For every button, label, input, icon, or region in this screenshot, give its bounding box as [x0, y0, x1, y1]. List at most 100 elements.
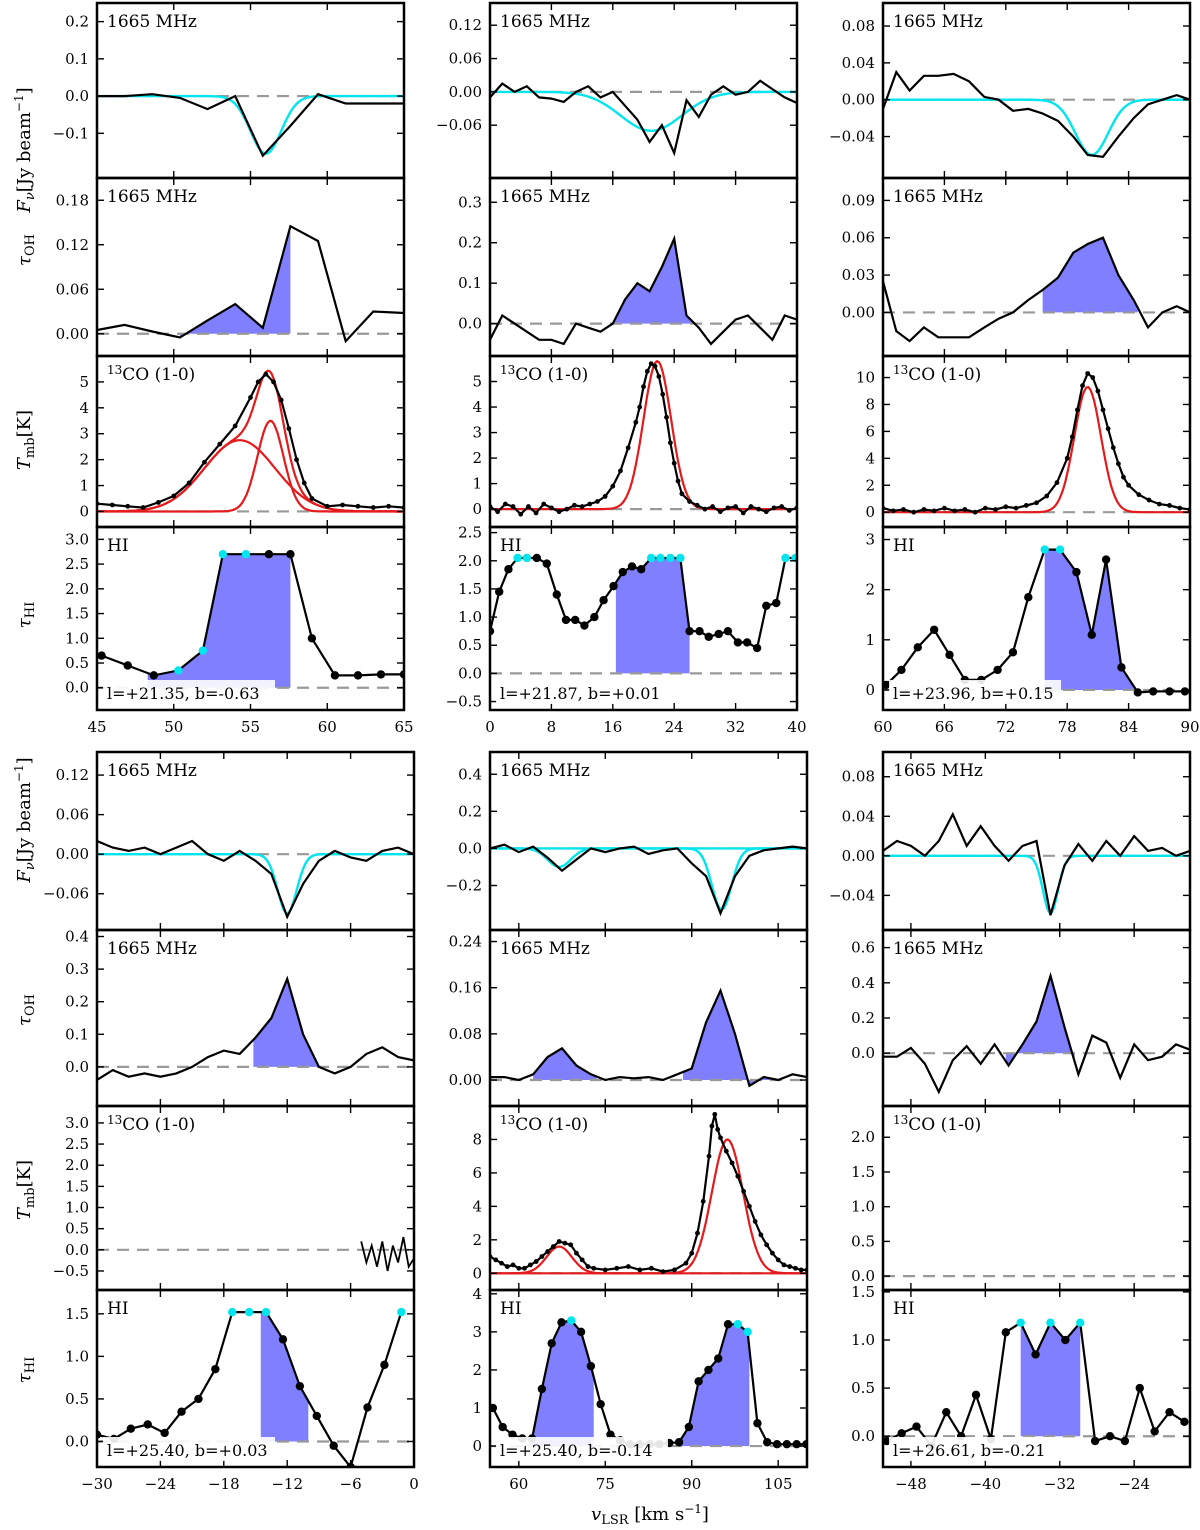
data-point — [700, 1198, 706, 1204]
data-point — [1069, 434, 1075, 440]
fill-region-1 — [253, 978, 320, 1068]
source-coordinates: l=+21.35, b=-0.63 — [107, 684, 260, 703]
data-point — [618, 468, 623, 474]
y-tick-label: 2.0 — [458, 552, 482, 570]
data-point — [1023, 503, 1029, 508]
data-point — [1080, 383, 1085, 389]
y-tick-label: 6 — [472, 1164, 482, 1182]
data-point — [656, 374, 662, 379]
data-point — [363, 1403, 372, 1412]
data-point — [576, 1327, 586, 1337]
data-point — [495, 509, 501, 515]
data-line — [883, 811, 1190, 916]
y-tick-label: 8 — [865, 395, 875, 413]
data-point — [636, 565, 646, 574]
row-label-tau-oh-bottom: τOH — [14, 994, 38, 1026]
data-point — [518, 511, 524, 517]
x-tick-label: 8 — [547, 718, 557, 736]
data-line — [490, 234, 797, 346]
saturated-point — [174, 666, 183, 675]
panel-frame — [881, 525, 1192, 712]
y-tick-label: 2 — [865, 581, 875, 599]
data-point — [753, 1419, 762, 1428]
y-tick-label: 3 — [865, 531, 875, 549]
panel-label: HI — [500, 1299, 522, 1319]
data-point — [883, 1436, 891, 1446]
panel-frame — [488, 1288, 809, 1469]
panel-label-text: CO (1-0) — [122, 1115, 195, 1135]
y-tick-label: 0.5 — [65, 1390, 89, 1408]
saturated-point — [244, 1307, 254, 1317]
plot-area — [97, 92, 404, 158]
data-point — [710, 504, 715, 509]
y-tick-label: 3 — [79, 425, 89, 443]
x-tick-label: 72 — [996, 718, 1015, 736]
x-tick-label: 90 — [1180, 718, 1199, 736]
y-tick-label: 0 — [865, 503, 875, 521]
data-line — [490, 987, 807, 1088]
x-tick-label: 60 — [873, 718, 892, 736]
data-point — [664, 414, 669, 420]
y-tick-label: 0.1 — [65, 50, 89, 68]
panel-label: 1665 MHz — [893, 761, 983, 781]
data-point — [340, 502, 345, 508]
y-tick-label: 0.0 — [851, 1427, 875, 1445]
row-label-tmb-top: Tmb[K] — [14, 410, 38, 470]
data-point — [1105, 1432, 1115, 1441]
data-point — [1105, 426, 1111, 432]
data-point — [1165, 687, 1174, 696]
data-point — [504, 565, 513, 574]
y-tick-label: 1.0 — [851, 1198, 875, 1216]
fill-region-2 — [680, 1324, 750, 1447]
data-point — [1095, 388, 1101, 394]
saturated-point — [666, 553, 675, 563]
plot-area — [490, 843, 807, 917]
data-point — [652, 363, 658, 369]
data-point — [694, 1377, 703, 1386]
data-point — [579, 1257, 585, 1263]
data-point — [370, 505, 376, 510]
data-point — [633, 419, 639, 425]
data-point — [648, 361, 654, 367]
data-point — [929, 625, 939, 634]
data-point — [149, 671, 158, 680]
row-label-flux-text-bottom: Fν[Jy beam−1] — [12, 757, 38, 883]
plot-area — [490, 987, 807, 1088]
data-point — [186, 480, 192, 486]
data-point — [1075, 407, 1080, 413]
data-point — [1150, 1427, 1159, 1436]
data-point — [942, 505, 947, 511]
y-tick-label: 4 — [79, 399, 89, 417]
data-point — [353, 671, 363, 680]
y-tick-label: 2 — [472, 1231, 482, 1249]
row-label-tau-hi-top: τHI — [14, 602, 38, 628]
data-point — [1072, 567, 1081, 577]
saturated-point — [567, 1316, 576, 1325]
row-label-tau-oh-text-top: τOH — [14, 234, 38, 266]
data-point — [329, 1441, 338, 1450]
row-label-flux-top: Fν[Jy beam−1] — [12, 87, 38, 213]
y-tick-label: 0 — [472, 1264, 482, 1282]
y-tick-label: −0.5 — [53, 1262, 89, 1280]
fill-region-1 — [260, 1312, 309, 1442]
y-tick-label: −0.1 — [53, 124, 89, 142]
saturated-point — [513, 553, 522, 563]
fit-sum-curve — [97, 369, 404, 513]
isotope-superscript: 13 — [893, 1113, 908, 1127]
y-tick-label: 0.00 — [449, 1071, 482, 1089]
panel-frame — [881, 1288, 1192, 1469]
panel-tau: 0.24 0.16 0.08 0.00 1665 MHz — [449, 928, 809, 1108]
y-tick-label: 0.12 — [56, 766, 89, 784]
y-tick-label: 0.2 — [851, 1009, 875, 1027]
data-point — [109, 502, 115, 508]
data-point — [772, 1439, 782, 1449]
source-coordinates: l=+26.61, b=-0.21 — [893, 1441, 1046, 1460]
y-tick-label: 2 — [79, 451, 89, 469]
chart-6: 0.08 0.04 0.00 −0.04 1665 MHz 0.6 0.4 0.2 0.0 166… — [829, 750, 1192, 1493]
data-point — [641, 384, 646, 390]
y-tick-label: 0.06 — [842, 229, 875, 247]
saturated-point — [791, 553, 797, 563]
fit-curve-1 — [97, 94, 404, 156]
fit-curve-2 — [490, 1138, 807, 1275]
